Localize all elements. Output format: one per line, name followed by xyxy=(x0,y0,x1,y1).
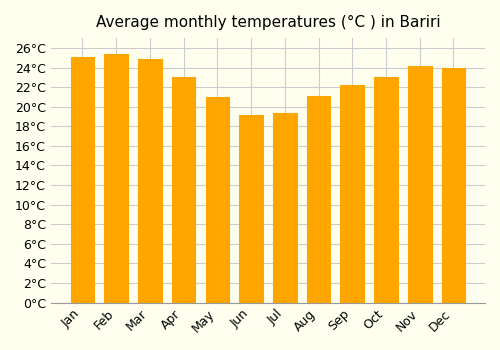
Bar xyxy=(374,77,398,303)
Bar xyxy=(240,114,263,303)
Bar xyxy=(104,54,128,303)
Bar xyxy=(442,69,466,303)
Bar xyxy=(138,59,162,303)
Title: Average monthly temperatures (°C ) in Bariri: Average monthly temperatures (°C ) in Ba… xyxy=(96,15,440,30)
Bar xyxy=(408,65,432,303)
Bar xyxy=(206,97,229,303)
Bar xyxy=(172,77,196,303)
Bar xyxy=(70,57,94,303)
Bar xyxy=(273,113,296,303)
Bar xyxy=(340,85,364,303)
Bar xyxy=(306,96,330,303)
